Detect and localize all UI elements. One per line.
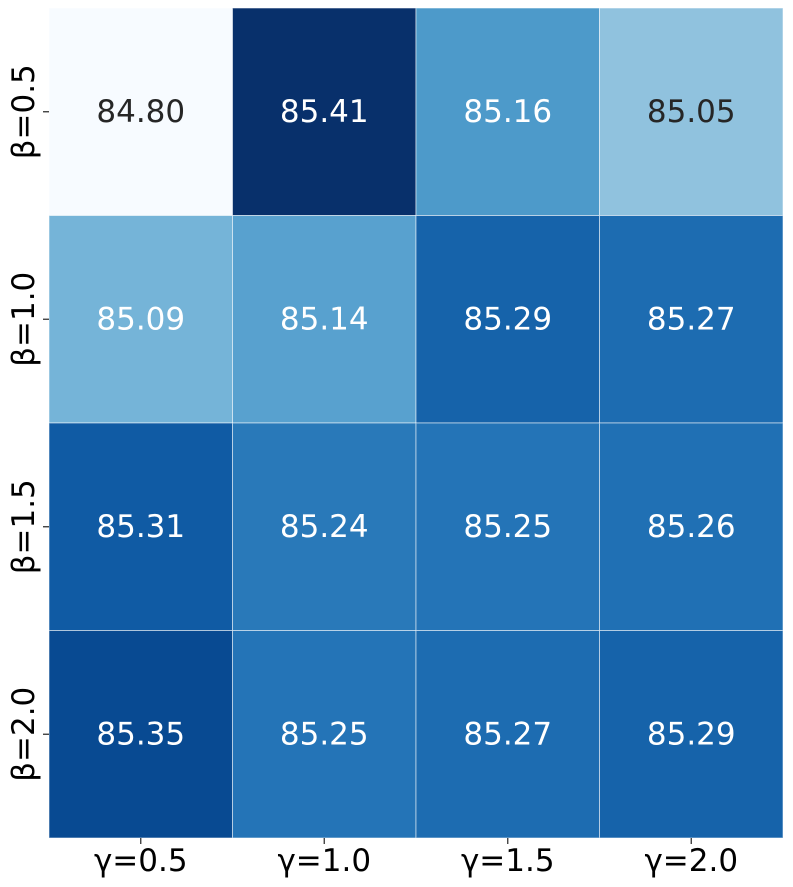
cell-value-label: 85.24 [280,509,369,545]
cell-value-label: 85.25 [463,509,552,545]
heatmap-cell [415,7,600,216]
y-tick-label: β=1.5 [6,479,42,574]
y-tick-label: β=1.0 [6,272,42,367]
cell-value-label: 85.29 [463,301,552,337]
heatmap-cell [232,422,417,631]
cell-value-label: 85.35 [96,716,185,752]
heatmap-cell [599,215,784,424]
heatmap-cell [232,215,417,424]
cell-value-label: 85.27 [647,301,736,337]
cell-value-label: 85.41 [280,94,369,130]
heatmap-cell [232,630,417,839]
heatmap-cell [48,7,233,216]
cell-value-labels: 84.80 85.41 85.16 85.05 85.09 85.14 85.29 85.27… [96,94,735,753]
cell-value-label: 85.25 [280,716,369,752]
cell-value-label: 85.05 [647,94,736,130]
y-tick-label: β=0.5 [6,64,42,159]
cell-value-label: 85.14 [280,301,369,337]
heatmap-cell [415,630,600,839]
cell-value-label: 84.80 [96,94,185,130]
heatmap-cell [599,630,784,839]
cell-value-label: 85.09 [96,301,185,337]
x-tick-label: γ=1.5 [461,843,555,879]
x-tick-label: γ=2.0 [644,843,738,879]
heatmap-cell [48,630,233,839]
heatmap-cell [599,7,784,216]
y-axis: β=0.5 β=1.0 β=1.5 β=2.0 [6,64,49,782]
heatmap-cells [48,7,784,839]
heatmap-cell [599,422,784,631]
x-axis: γ=0.5 γ=1.0 γ=1.5 γ=2.0 [94,838,738,879]
heatmap-cell [415,215,600,424]
heatmap-cell [48,215,233,424]
x-tick-label: γ=1.0 [277,843,371,879]
cell-value-label: 85.27 [463,716,552,752]
x-tick-label: γ=0.5 [94,843,188,879]
cell-value-label: 85.16 [463,94,552,130]
cell-value-label: 85.29 [647,716,736,752]
heatmap-cell [232,7,417,216]
y-tick-label: β=2.0 [6,687,42,782]
cell-value-label: 85.26 [647,509,736,545]
cell-value-label: 85.31 [96,509,185,545]
